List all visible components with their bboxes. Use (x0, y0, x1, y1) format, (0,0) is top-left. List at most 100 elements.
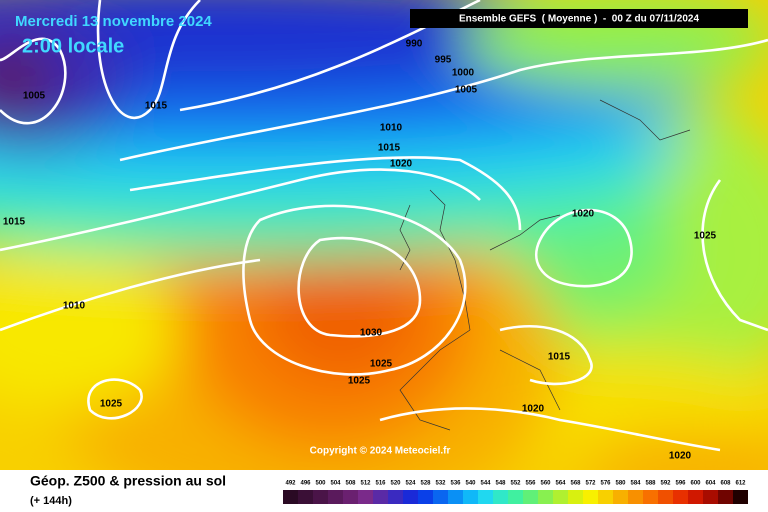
scale-swatch (703, 490, 718, 504)
scale-swatch (298, 490, 313, 504)
scale-label: 560 (540, 481, 551, 487)
isobar (242, 204, 467, 376)
footer-lead: (+ 144h) (30, 495, 72, 507)
scale-label: 520 (390, 481, 401, 487)
isobar-label: 1010 (63, 301, 86, 312)
scale-label: 592 (660, 481, 671, 487)
isobar (499, 324, 593, 386)
isobar-label: 1020 (572, 209, 595, 220)
scale-label: 492 (285, 481, 296, 487)
scale-swatch (538, 490, 553, 504)
scale-swatch (553, 490, 568, 504)
isobar (119, 38, 768, 162)
isobar (297, 236, 422, 338)
scale-swatch (388, 490, 403, 504)
scale-label: 540 (465, 481, 476, 487)
scale-swatch (358, 490, 373, 504)
scale-label: 532 (435, 481, 446, 487)
scale-label: 552 (510, 481, 521, 487)
scale-swatch (463, 490, 478, 504)
isobar (0, 37, 67, 125)
scale-swatch (688, 490, 703, 504)
scale-swatch (508, 490, 523, 504)
isobar-label: 1025 (694, 231, 717, 242)
scale-label: 528 (420, 481, 431, 487)
scale-swatch (598, 490, 613, 504)
scale-label: 576 (600, 481, 611, 487)
scale-swatch (418, 490, 433, 504)
isobar-label: 1010 (380, 123, 403, 134)
isobar (129, 156, 522, 231)
scale-label: 508 (345, 481, 356, 487)
scale-swatch (643, 490, 658, 504)
isobar-label: 1025 (370, 359, 393, 370)
scale-swatch (613, 490, 628, 504)
scale-swatch (448, 490, 463, 504)
scale-label: 516 (375, 481, 386, 487)
isobar-label: 1005 (23, 91, 46, 102)
scale-label: 500 (315, 481, 326, 487)
isobar-label: 995 (435, 55, 452, 66)
scale-swatch (403, 490, 418, 504)
isobar-label: 1015 (548, 352, 571, 363)
isobar-label: 1005 (455, 85, 478, 96)
scale-label: 612 (735, 481, 746, 487)
scale-swatch (718, 490, 733, 504)
scale-label: 556 (525, 481, 536, 487)
isobar (0, 168, 481, 252)
scale-label: 564 (555, 481, 566, 487)
date: Mercredi 13 novembre 2024 (15, 13, 212, 30)
scale-swatch (568, 490, 583, 504)
scale-swatch (733, 490, 748, 504)
scale-label: 604 (705, 481, 716, 487)
isobar-label: 1015 (3, 217, 26, 228)
isobar-label: 1025 (348, 376, 371, 387)
scale-swatch (658, 490, 673, 504)
scale-label: 588 (645, 481, 656, 487)
isobar (534, 208, 633, 288)
scale-label: 524 (405, 481, 416, 487)
isobar-label: 1030 (360, 328, 383, 339)
isobar (96, 0, 201, 119)
copyright: Copyright © 2024 Meteociel.fr (310, 446, 451, 457)
scale-swatch (328, 490, 343, 504)
scale-swatch (373, 490, 388, 504)
time: 2:00 locale (22, 35, 124, 57)
scale-label: 548 (495, 481, 506, 487)
isobar-label: 1020 (522, 404, 545, 415)
scale-swatch (433, 490, 448, 504)
scale-label: 596 (675, 481, 686, 487)
isobar-label: 1000 (452, 68, 475, 79)
scale-swatch (343, 490, 358, 504)
isobar (379, 407, 721, 452)
isobar (87, 378, 143, 420)
scale-label: 568 (570, 481, 581, 487)
scale-swatch (628, 490, 643, 504)
scale-swatch (478, 490, 493, 504)
isobar-label: 1025 (100, 399, 123, 410)
isobar-label: 1015 (145, 101, 168, 112)
isobar-label: 990 (406, 39, 423, 50)
scale-label: 512 (360, 481, 371, 487)
scale-label: 544 (480, 481, 491, 487)
scale-label: 608 (720, 481, 731, 487)
scale-swatch (673, 490, 688, 504)
scale-swatch (493, 490, 508, 504)
scale-swatch (523, 490, 538, 504)
scale-label: 536 (450, 481, 461, 487)
scale-label: 580 (615, 481, 626, 487)
isobar-label: 1020 (390, 159, 413, 170)
scale-label: 496 (300, 481, 311, 487)
scale-swatch (283, 490, 298, 504)
footer-title: Géop. Z500 & pression au sol (30, 473, 226, 489)
isobar-label: 1015 (378, 143, 401, 154)
isobar (701, 179, 768, 332)
header-box (410, 9, 748, 28)
scale-swatch (313, 490, 328, 504)
scale-label: 584 (630, 481, 641, 487)
isobar-label: 1020 (669, 451, 692, 462)
scale-label: 572 (585, 481, 596, 487)
